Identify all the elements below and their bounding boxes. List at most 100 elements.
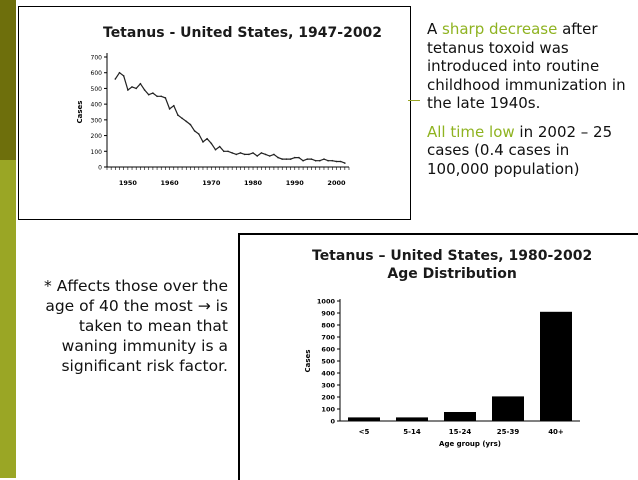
data-point: [206, 137, 208, 140]
x-tick-label: 15-24: [449, 428, 472, 436]
bar-chart-subtitle: Age Distribution: [387, 266, 517, 282]
bar: [396, 417, 428, 421]
data-point: [198, 133, 200, 135]
data-point: [235, 153, 238, 156]
data-point: [135, 87, 137, 90]
y-tick-label: 300: [91, 117, 103, 124]
y-tick-label: 500: [91, 86, 103, 93]
bar-chart: 0 100 200 300 400 500 600 700 800 900 1000 Cases <5 5…: [304, 298, 580, 448]
data-point: [227, 150, 229, 153]
data-point: [152, 92, 154, 94]
data-point: [122, 75, 125, 77]
data-point: [268, 155, 271, 157]
bar: [492, 396, 524, 421]
x-tick-label: 40+: [548, 428, 564, 436]
data-point: [181, 117, 183, 120]
data-point: [231, 152, 233, 154]
data-point: [277, 156, 279, 159]
data-point: [310, 158, 313, 160]
x-tick-label: <5: [359, 428, 370, 436]
data-point: [164, 97, 167, 99]
data-point: [177, 114, 179, 116]
connector-line: [408, 100, 420, 101]
data-point: [339, 160, 342, 163]
x-tick-label: 1950: [119, 179, 138, 187]
data-point: [335, 160, 338, 163]
data-point: [264, 153, 267, 156]
y-tick-label: 100: [91, 149, 103, 156]
p2-after: in 2002 – 25 cases (0.4 cases in 100,000…: [427, 122, 613, 178]
note-suffix: is taken to mean that waning immunity is…: [61, 297, 228, 375]
x-tick-label: 2000: [327, 179, 346, 187]
y-tick-label: 200: [91, 133, 103, 140]
data-point: [281, 158, 284, 160]
x-tick-label: 1990: [286, 179, 305, 187]
y-tick-label: 400: [91, 102, 103, 109]
highlight-all-time-low: All time low: [427, 122, 515, 141]
data-point: [143, 89, 146, 91]
y-axis-label: Cases: [304, 350, 312, 373]
data-point: [327, 159, 329, 162]
y-tick-label: 300: [321, 382, 335, 390]
y-tick-label: 0: [330, 418, 335, 426]
data-point: [202, 141, 204, 143]
x-tick-label: 5-14: [403, 428, 421, 436]
y-tick-label: 500: [321, 358, 335, 366]
data-point: [189, 123, 192, 126]
bar-chart-panel: Tetanus – United States, 1980-2002 Age D…: [238, 233, 638, 480]
y-tick-label: 600: [91, 70, 103, 77]
line-chart-panel: Tetanus - United States, 1947-2002 0 100 2…: [18, 6, 411, 220]
data-point: [314, 159, 317, 162]
data-point: [210, 142, 213, 145]
data-point: [118, 71, 121, 74]
arrow-icon: →: [197, 297, 211, 315]
note-prefix: * Affects those over the age of 40 the m…: [44, 277, 228, 315]
data-point: [248, 153, 250, 156]
bar: [348, 417, 380, 421]
x-tick-label: 25-39: [497, 428, 520, 436]
data-point: [243, 153, 246, 156]
bar: [540, 311, 572, 421]
data-point: [319, 159, 321, 162]
data-point: [114, 78, 117, 80]
y-tick-label: 200: [321, 394, 335, 402]
y-tick-label: 0: [98, 165, 102, 172]
data-point: [147, 93, 150, 96]
paragraph-all-time-low: All time low in 2002 – 25 cases (0.4 cas…: [427, 123, 627, 179]
highlight-sharp-decrease: sharp decrease: [442, 20, 558, 38]
y-tick-label: 1000: [317, 298, 336, 306]
bar: [444, 412, 476, 421]
data-point: [298, 156, 300, 159]
data-point: [331, 159, 334, 162]
data-point: [273, 153, 275, 156]
data-point: [218, 145, 221, 148]
data-point: [156, 95, 158, 98]
p1-before: A: [427, 20, 443, 38]
x-tick-label: 1960: [161, 179, 180, 187]
data-point: [160, 95, 162, 98]
data-point: [252, 152, 254, 154]
data-point: [193, 130, 196, 132]
x-tick-label: 1980: [244, 179, 263, 187]
data-point: [239, 152, 242, 154]
data-point: [344, 162, 346, 164]
data-point: [139, 82, 142, 85]
y-tick-label: 600: [321, 346, 335, 354]
data-point: [214, 148, 217, 151]
y-tick-label: 400: [321, 370, 335, 378]
age-note: * Affects those over the age of 40 the m…: [40, 276, 228, 376]
line-chart: 0 100 200 300 400 500 600 700 1950 1960 1970 1980 19…: [76, 53, 350, 187]
data-point: [302, 159, 304, 162]
data-point: [168, 108, 171, 110]
paragraph-decrease: A sharp decrease after tetanus toxoid wa…: [427, 20, 627, 113]
sidebar-accent-dark: [0, 0, 16, 160]
x-tick-label: 1970: [202, 179, 221, 187]
data-point: [127, 89, 129, 91]
data-point: [294, 156, 296, 159]
x-axis-label: Age group (yrs): [439, 440, 501, 448]
line-chart-title: Tetanus - United States, 1947-2002: [103, 25, 383, 41]
p1-after: after tetanus toxoid was introduced into…: [427, 20, 626, 112]
data-point: [173, 104, 175, 107]
y-tick-label: 700: [91, 55, 103, 62]
data-point: [223, 150, 225, 153]
